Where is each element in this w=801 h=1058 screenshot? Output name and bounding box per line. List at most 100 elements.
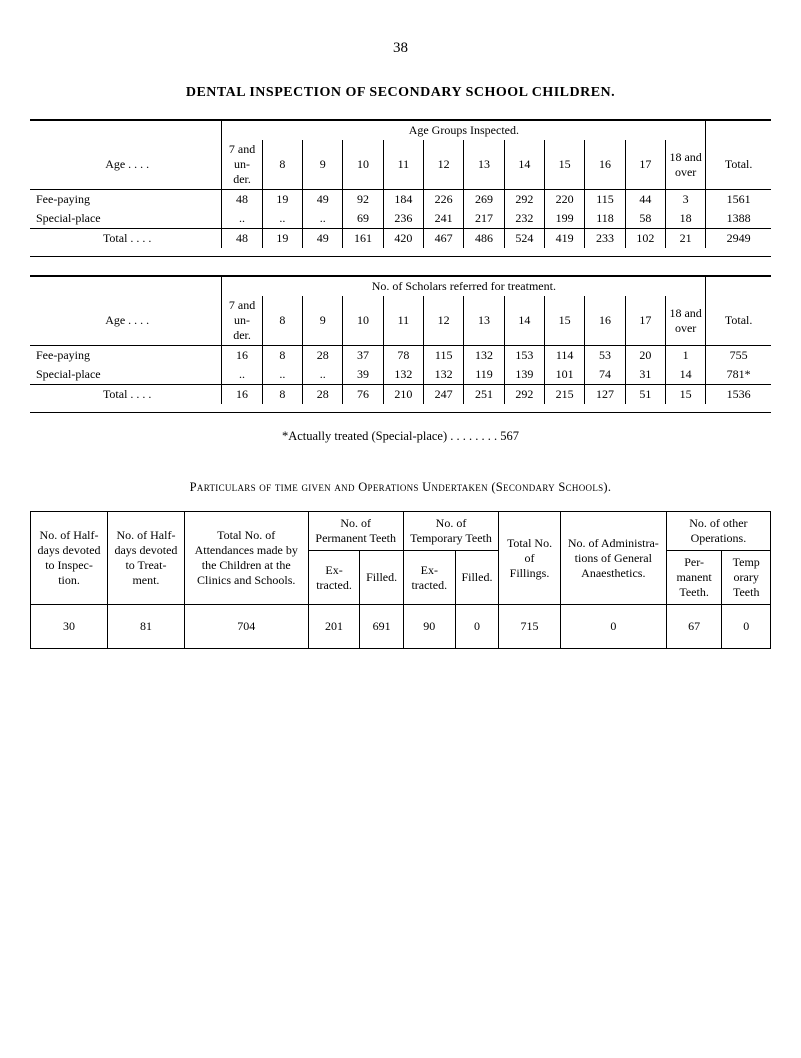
cell: 114 xyxy=(545,346,585,366)
t1-h-10: 17 xyxy=(625,140,665,190)
cell: 92 xyxy=(343,190,383,210)
cell: 1388 xyxy=(706,209,771,229)
t3-ex1: Ex-tracted. xyxy=(308,551,360,605)
t2-h-11: 18 and over xyxy=(665,296,705,346)
cell: 236 xyxy=(383,209,423,229)
cell: 16 xyxy=(222,385,262,405)
cell: 132 xyxy=(464,346,504,366)
cell: 292 xyxy=(504,190,544,210)
cell: .. xyxy=(222,209,262,229)
cell: 0 xyxy=(455,605,498,649)
cell: .. xyxy=(222,365,262,385)
age-label-2: Age . . . . xyxy=(30,296,222,346)
cell: 781* xyxy=(706,365,771,385)
cell: 67 xyxy=(666,605,722,649)
main-title: DENTAL INSPECTION OF SECONDARY SCHOOL CH… xyxy=(30,85,771,101)
cell: 31 xyxy=(625,365,665,385)
cell: 161 xyxy=(343,229,383,249)
t1-h-8: 15 xyxy=(545,140,585,190)
cell: 102 xyxy=(625,229,665,249)
t2-total-label: Total . . . . xyxy=(30,385,222,405)
cell: 467 xyxy=(424,229,464,249)
cell: .. xyxy=(262,209,302,229)
cell: 715 xyxy=(499,605,561,649)
t1-total-col: Total. xyxy=(706,140,771,190)
t2-h-6: 13 xyxy=(464,296,504,346)
cell: 217 xyxy=(464,209,504,229)
cell: 20 xyxy=(625,346,665,366)
t3-c2: No. of Half-days devoted to Treat-ment. xyxy=(108,512,185,605)
footnote: *Actually treated (Special-place) . . . … xyxy=(30,429,771,444)
cell: 51 xyxy=(625,385,665,405)
cell: 8 xyxy=(262,385,302,405)
cell: 69 xyxy=(343,209,383,229)
cell: 755 xyxy=(706,346,771,366)
t1-h-3: 10 xyxy=(343,140,383,190)
cell: 2949 xyxy=(706,229,771,249)
t3-fill1: Filled. xyxy=(360,551,403,605)
cell: 28 xyxy=(303,346,343,366)
section-title: Particulars of time given and Operations… xyxy=(30,480,771,495)
t2-r1-label: Special-place xyxy=(30,365,222,385)
t2-h-3: 10 xyxy=(343,296,383,346)
cell: 3 xyxy=(665,190,705,210)
cell: 0 xyxy=(560,605,666,649)
cell: 30 xyxy=(31,605,108,649)
cell: 15 xyxy=(665,385,705,405)
table1-wrap: Age Groups Inspected. Age . . . . 7 and … xyxy=(30,119,771,257)
scholars-referred-table: No. of Scholars referred for treatment. … xyxy=(30,276,771,404)
t2-h-5: 12 xyxy=(424,296,464,346)
cell: 153 xyxy=(504,346,544,366)
t2-h-0: 7 and un-der. xyxy=(222,296,262,346)
cell: 58 xyxy=(625,209,665,229)
cell: 132 xyxy=(383,365,423,385)
cell: 28 xyxy=(303,385,343,405)
cell: 119 xyxy=(464,365,504,385)
t1-total-label: Total . . . . xyxy=(30,229,222,249)
cell: 210 xyxy=(383,385,423,405)
cell: 81 xyxy=(108,605,185,649)
t1-h-5: 12 xyxy=(424,140,464,190)
cell: 90 xyxy=(403,605,455,649)
age-label-1: Age . . . . xyxy=(30,140,222,190)
t3-c3: Total No. of Attendances made by the Chi… xyxy=(184,512,308,605)
page-number: 38 xyxy=(30,40,771,57)
t2-total-col: Total. xyxy=(706,296,771,346)
cell: 1536 xyxy=(706,385,771,405)
cell: 118 xyxy=(585,209,625,229)
cell: 232 xyxy=(504,209,544,229)
t1-h-7: 14 xyxy=(504,140,544,190)
cell: 292 xyxy=(504,385,544,405)
t1-h-1: 8 xyxy=(262,140,302,190)
cell: .. xyxy=(303,365,343,385)
t3-c8: No. of other Operations. xyxy=(666,512,770,551)
cell: 132 xyxy=(424,365,464,385)
cell: 1561 xyxy=(706,190,771,210)
cell: 39 xyxy=(343,365,383,385)
cell: 48 xyxy=(222,229,262,249)
cell: 1 xyxy=(665,346,705,366)
age-groups-table: Age Groups Inspected. Age . . . . 7 and … xyxy=(30,120,771,248)
t1-r1-label: Special-place xyxy=(30,209,222,229)
t3-c1: No. of Half-days devoted to Inspec-tion. xyxy=(31,512,108,605)
particulars-table: No. of Half-days devoted to Inspec-tion.… xyxy=(30,511,771,649)
t2-h-2: 9 xyxy=(303,296,343,346)
cell: 44 xyxy=(625,190,665,210)
cell: 215 xyxy=(545,385,585,405)
t3-c4: No. of Permanent Teeth xyxy=(308,512,403,551)
cell: 49 xyxy=(303,229,343,249)
cell: 220 xyxy=(545,190,585,210)
cell: 139 xyxy=(504,365,544,385)
cell: 76 xyxy=(343,385,383,405)
t3-fill2: Filled. xyxy=(455,551,498,605)
t2-h-1: 8 xyxy=(262,296,302,346)
cell: 247 xyxy=(424,385,464,405)
cell: 251 xyxy=(464,385,504,405)
cell: 8 xyxy=(262,346,302,366)
cell: 53 xyxy=(585,346,625,366)
t2-h-9: 16 xyxy=(585,296,625,346)
t2-h-7: 14 xyxy=(504,296,544,346)
cell: .. xyxy=(262,365,302,385)
t1-r0-label: Fee-paying xyxy=(30,190,222,210)
t1-h-4: 11 xyxy=(383,140,423,190)
